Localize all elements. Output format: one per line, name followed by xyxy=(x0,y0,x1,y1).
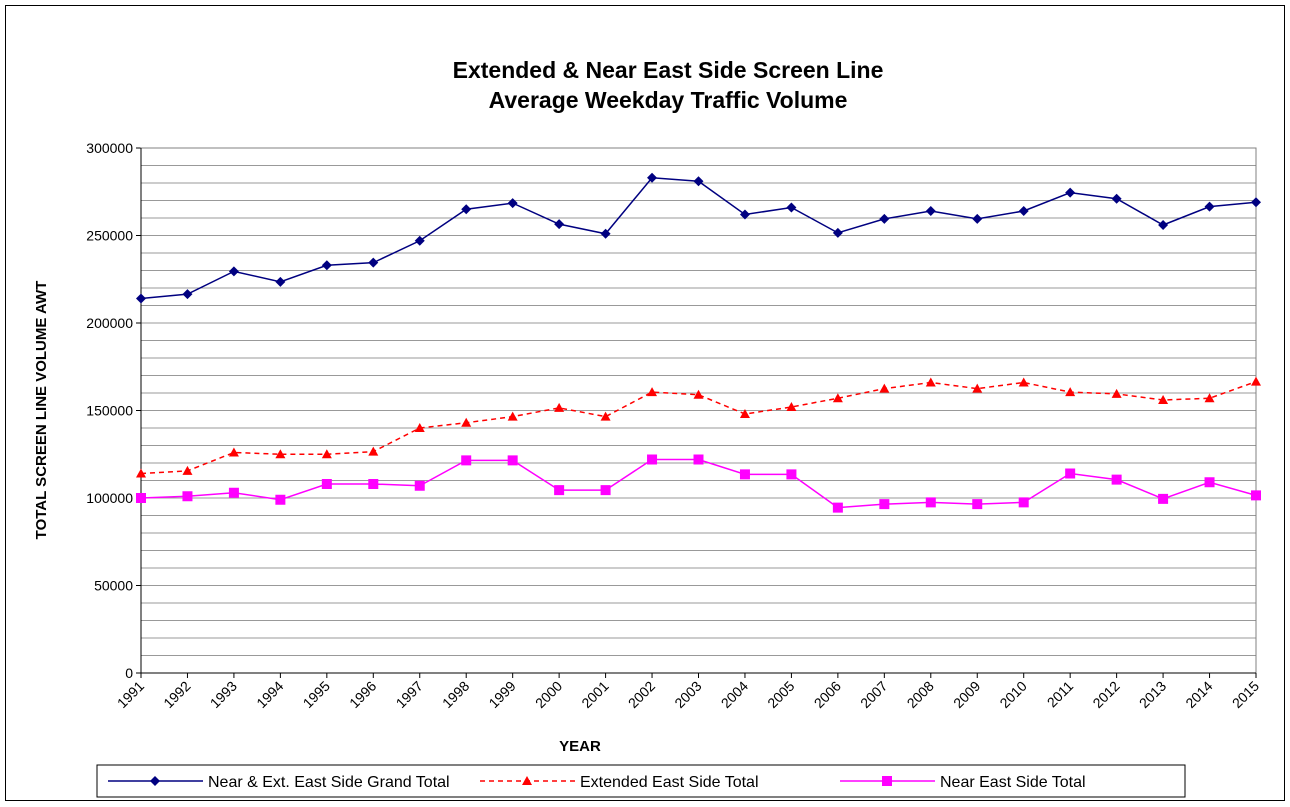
marker xyxy=(600,411,611,421)
marker xyxy=(275,494,286,505)
marker xyxy=(228,266,239,277)
y-tick-label: 200000 xyxy=(86,315,133,331)
marker xyxy=(1065,387,1076,397)
legend-box xyxy=(96,764,1186,798)
marker xyxy=(414,423,425,432)
chart-title: Extended & Near East Side Screen Line xyxy=(453,57,884,83)
marker xyxy=(1111,388,1122,398)
marker xyxy=(321,479,332,489)
marker xyxy=(1065,468,1076,479)
marker xyxy=(882,776,892,786)
marker xyxy=(739,209,750,220)
marker xyxy=(321,260,332,271)
y-tick-label: 0 xyxy=(125,665,133,681)
y-tick-label: 100000 xyxy=(86,490,133,506)
marker xyxy=(368,257,379,268)
marker xyxy=(786,202,797,213)
y-tick-label: 150000 xyxy=(86,403,133,419)
marker xyxy=(1251,376,1261,386)
marker xyxy=(507,198,518,209)
marker xyxy=(136,493,146,503)
y-tick-label: 250000 xyxy=(86,228,133,244)
marker xyxy=(1065,187,1076,198)
marker xyxy=(647,387,658,397)
marker xyxy=(972,383,983,393)
marker xyxy=(739,409,750,418)
marker xyxy=(507,455,518,466)
marker xyxy=(647,172,658,183)
marker xyxy=(507,411,518,421)
marker xyxy=(1158,493,1169,504)
legend-label: Near & Ext. East Side Grand Total xyxy=(208,774,450,791)
marker xyxy=(554,485,565,496)
marker xyxy=(461,417,472,427)
marker xyxy=(554,402,565,412)
marker xyxy=(275,449,286,459)
marker xyxy=(182,491,193,502)
marker xyxy=(228,487,239,498)
marker xyxy=(228,447,239,457)
legend-label: Extended East Side Total xyxy=(580,774,759,791)
marker xyxy=(832,502,843,513)
marker xyxy=(1018,377,1029,387)
y-tick-label: 50000 xyxy=(94,578,133,594)
marker xyxy=(414,480,425,491)
marker xyxy=(647,454,658,465)
marker xyxy=(1204,477,1215,488)
marker xyxy=(693,454,704,465)
marker xyxy=(786,469,797,480)
marker xyxy=(136,293,146,304)
marker xyxy=(786,402,797,411)
legend-label: Near East Side Total xyxy=(940,774,1086,791)
marker xyxy=(925,497,936,508)
y-axis-title: TOTAL SCREEN LINE VOLUME AWT xyxy=(33,281,50,540)
marker xyxy=(1204,393,1215,403)
marker xyxy=(1158,220,1169,230)
marker xyxy=(925,377,936,387)
marker xyxy=(879,499,890,510)
marker xyxy=(693,176,704,187)
marker xyxy=(832,227,843,238)
marker xyxy=(1158,395,1169,404)
marker xyxy=(275,276,286,287)
marker xyxy=(600,228,611,239)
marker xyxy=(739,469,750,480)
marker xyxy=(414,235,425,246)
marker xyxy=(693,389,704,399)
marker xyxy=(368,446,379,456)
marker xyxy=(1204,201,1215,212)
marker xyxy=(1111,193,1122,204)
marker xyxy=(461,204,472,215)
marker xyxy=(150,776,160,786)
chart-title: Average Weekday Traffic Volume xyxy=(489,87,848,113)
marker xyxy=(1251,490,1261,501)
marker xyxy=(554,219,565,230)
marker xyxy=(136,468,146,478)
marker xyxy=(321,449,332,459)
marker xyxy=(182,465,193,475)
marker xyxy=(600,485,611,496)
marker xyxy=(972,499,983,510)
marker xyxy=(182,289,193,300)
marker xyxy=(972,213,983,224)
marker xyxy=(1018,206,1029,216)
marker xyxy=(832,393,843,403)
marker xyxy=(522,776,532,785)
marker xyxy=(1018,497,1029,508)
marker xyxy=(368,479,379,489)
marker xyxy=(1251,197,1261,208)
marker xyxy=(461,455,472,466)
marker xyxy=(925,206,936,216)
x-axis-title: YEAR xyxy=(559,738,601,755)
marker xyxy=(879,383,890,393)
marker xyxy=(1111,474,1122,485)
y-tick-label: 300000 xyxy=(86,140,133,156)
marker xyxy=(879,213,890,224)
